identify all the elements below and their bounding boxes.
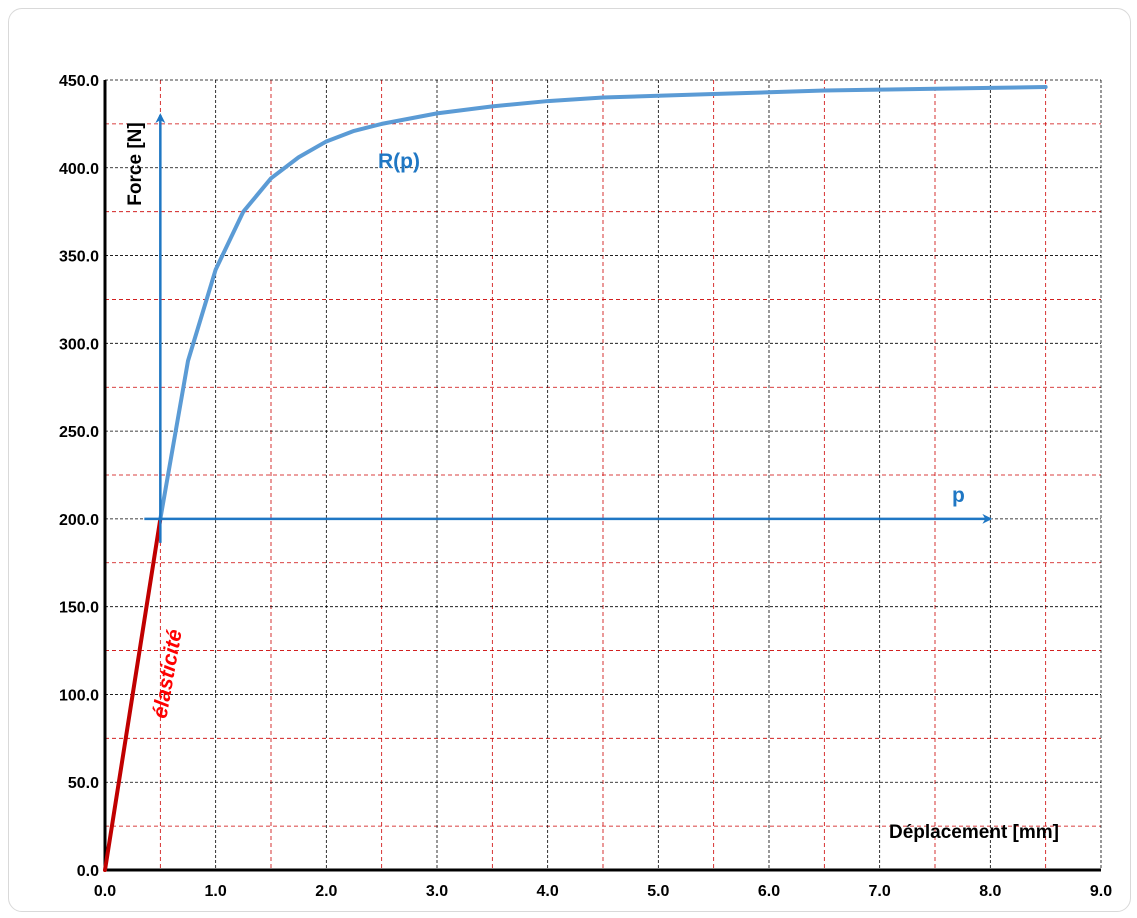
y-tick-label: 250.0: [59, 424, 99, 441]
y-tick-label: 450.0: [59, 73, 99, 90]
rp-label: R(p): [378, 150, 420, 173]
x-tick-label: 4.0: [537, 883, 559, 900]
x-tick-labels: 0.0 1.0 2.0 3.0 4.0 5.0 6.0 7.0 8.0 9.0: [94, 883, 1112, 900]
x-tick-label: 2.0: [315, 883, 337, 900]
x-tick-label: 1.0: [205, 883, 227, 900]
y-tick-label: 400.0: [59, 161, 99, 178]
local-axes: [144, 113, 993, 543]
x-tick-label: 0.0: [94, 883, 116, 900]
y-tick-label: 200.0: [59, 512, 99, 529]
y-tick-label: 300.0: [59, 336, 99, 353]
x-tick-label: 9.0: [1090, 883, 1112, 900]
x-tick-label: 8.0: [979, 883, 1001, 900]
series-lines: [103, 85, 1048, 872]
axes: [103, 80, 1101, 872]
x-tick-label: 7.0: [869, 883, 891, 900]
elasticity-label: élasticité: [148, 627, 186, 720]
plastic-curve: [158, 85, 1048, 521]
y-tick-label: 100.0: [59, 687, 99, 704]
x-axis-title: Déplacement [mm]: [889, 822, 1059, 843]
chart-frame: [8, 8, 1131, 912]
x-tick-label: 3.0: [426, 883, 448, 900]
p-axis-label: p: [952, 484, 965, 507]
y-tick-label: 0.0: [77, 863, 99, 880]
y-tick-labels: 0.0 50.0 100.0 150.0 200.0 250.0 300.0 350.0 400…: [59, 73, 99, 880]
x-tick-label: 6.0: [758, 883, 780, 900]
y-axis-title: Force [N]: [125, 122, 146, 205]
x-tick-label: 5.0: [647, 883, 669, 900]
y-tick-label: 150.0: [59, 600, 99, 617]
elastic-line: [103, 516, 163, 872]
y-tick-label: 50.0: [68, 775, 99, 792]
y-tick-label: 350.0: [59, 249, 99, 266]
